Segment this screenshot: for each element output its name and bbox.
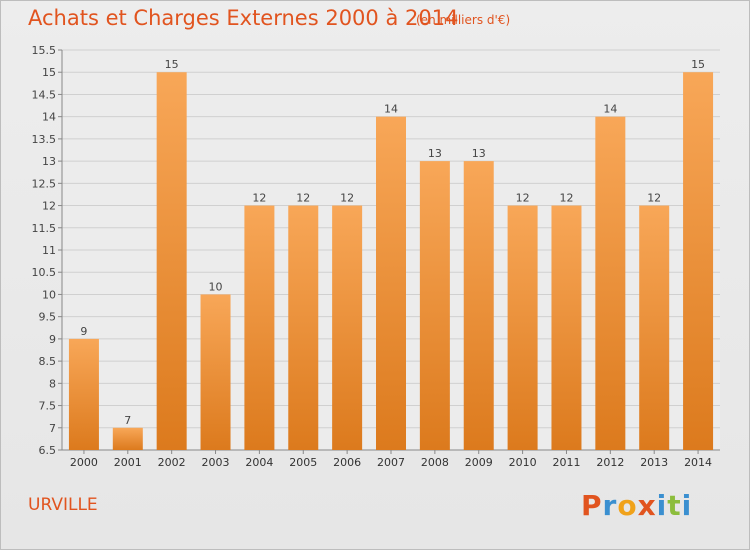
commune-name: URVILLE bbox=[28, 495, 98, 515]
bar-value-label: 9 bbox=[80, 325, 87, 338]
y-tick-label: 12.5 bbox=[32, 177, 57, 190]
chart-unit: (en milliers d'€) bbox=[416, 13, 511, 27]
y-tick-label: 14.5 bbox=[32, 88, 57, 101]
bar bbox=[244, 205, 275, 450]
x-tick-label: 2002 bbox=[158, 456, 186, 469]
brand-letter: x bbox=[637, 489, 657, 522]
x-tick-label: 2009 bbox=[465, 456, 493, 469]
x-tick-label: 2005 bbox=[289, 456, 317, 469]
bar-value-label: 7 bbox=[124, 414, 131, 427]
x-tick-label: 2001 bbox=[114, 456, 142, 469]
x-tick-label: 2006 bbox=[333, 456, 361, 469]
x-tick-label: 2007 bbox=[377, 456, 405, 469]
y-tick-label: 11 bbox=[42, 244, 56, 257]
x-tick-label: 2012 bbox=[596, 456, 624, 469]
bar bbox=[288, 205, 319, 450]
y-tick-label: 13 bbox=[42, 155, 56, 168]
y-tick-label: 10.5 bbox=[32, 266, 57, 279]
x-tick-label: 2000 bbox=[70, 456, 98, 469]
bar bbox=[419, 161, 450, 450]
bar bbox=[376, 116, 406, 451]
y-tick-label: 8.5 bbox=[39, 355, 57, 368]
bar-value-label: 12 bbox=[516, 192, 530, 205]
brand-letter: r bbox=[602, 489, 618, 522]
chart-title: Achats et Charges Externes 2000 à 2014 bbox=[28, 6, 459, 30]
brand-letter: o bbox=[617, 489, 638, 522]
bar bbox=[683, 72, 714, 450]
bar bbox=[200, 294, 231, 450]
y-tick-label: 12 bbox=[42, 200, 56, 213]
x-tick-label: 2003 bbox=[202, 456, 230, 469]
bar-value-label: 12 bbox=[340, 192, 354, 205]
bar-value-label: 12 bbox=[296, 192, 310, 205]
bar bbox=[551, 205, 582, 450]
y-tick-label: 9.5 bbox=[39, 311, 57, 324]
proxiti-logo[interactable]: Proxiti bbox=[581, 489, 692, 522]
x-tick-label: 2013 bbox=[640, 456, 668, 469]
y-tick-label: 14 bbox=[42, 111, 56, 124]
y-tick-label: 15.5 bbox=[32, 44, 57, 57]
bar bbox=[68, 338, 99, 450]
x-tick-label: 2014 bbox=[684, 456, 712, 469]
bar-value-label: 10 bbox=[209, 280, 223, 293]
bar bbox=[639, 205, 670, 450]
x-tick-label: 2011 bbox=[552, 456, 580, 469]
y-tick-label: 7 bbox=[49, 422, 56, 435]
x-tick-label: 2010 bbox=[509, 456, 537, 469]
y-tick-label: 11.5 bbox=[32, 222, 57, 235]
bar-value-label: 15 bbox=[691, 58, 705, 71]
brand-letter: P bbox=[581, 489, 603, 522]
y-tick-label: 7.5 bbox=[39, 400, 57, 413]
bar-value-label: 13 bbox=[428, 147, 442, 160]
y-tick-label: 15 bbox=[42, 66, 56, 79]
bar-value-label: 12 bbox=[559, 192, 573, 205]
y-tick-label: 6.5 bbox=[39, 444, 57, 457]
bar bbox=[156, 72, 187, 450]
bar bbox=[463, 161, 494, 450]
bar-value-label: 12 bbox=[647, 192, 661, 205]
x-tick-label: 2004 bbox=[245, 456, 273, 469]
brand-letter: i bbox=[681, 489, 693, 522]
bar bbox=[332, 205, 363, 450]
brand-letter: i bbox=[656, 489, 668, 522]
bar bbox=[507, 205, 538, 450]
y-tick-label: 13.5 bbox=[32, 133, 57, 146]
y-tick-label: 9 bbox=[49, 333, 56, 346]
brand-letter: t bbox=[667, 489, 682, 522]
bar-value-label: 12 bbox=[252, 192, 266, 205]
y-tick-label: 10 bbox=[42, 288, 56, 301]
bar bbox=[595, 116, 626, 451]
bar bbox=[112, 427, 143, 450]
x-tick-label: 2008 bbox=[421, 456, 449, 469]
bar-value-label: 15 bbox=[165, 58, 179, 71]
bar-value-label: 14 bbox=[603, 103, 617, 116]
y-tick-label: 8 bbox=[49, 377, 56, 390]
bar-value-label: 13 bbox=[472, 147, 486, 160]
bar-value-label: 14 bbox=[384, 103, 398, 116]
